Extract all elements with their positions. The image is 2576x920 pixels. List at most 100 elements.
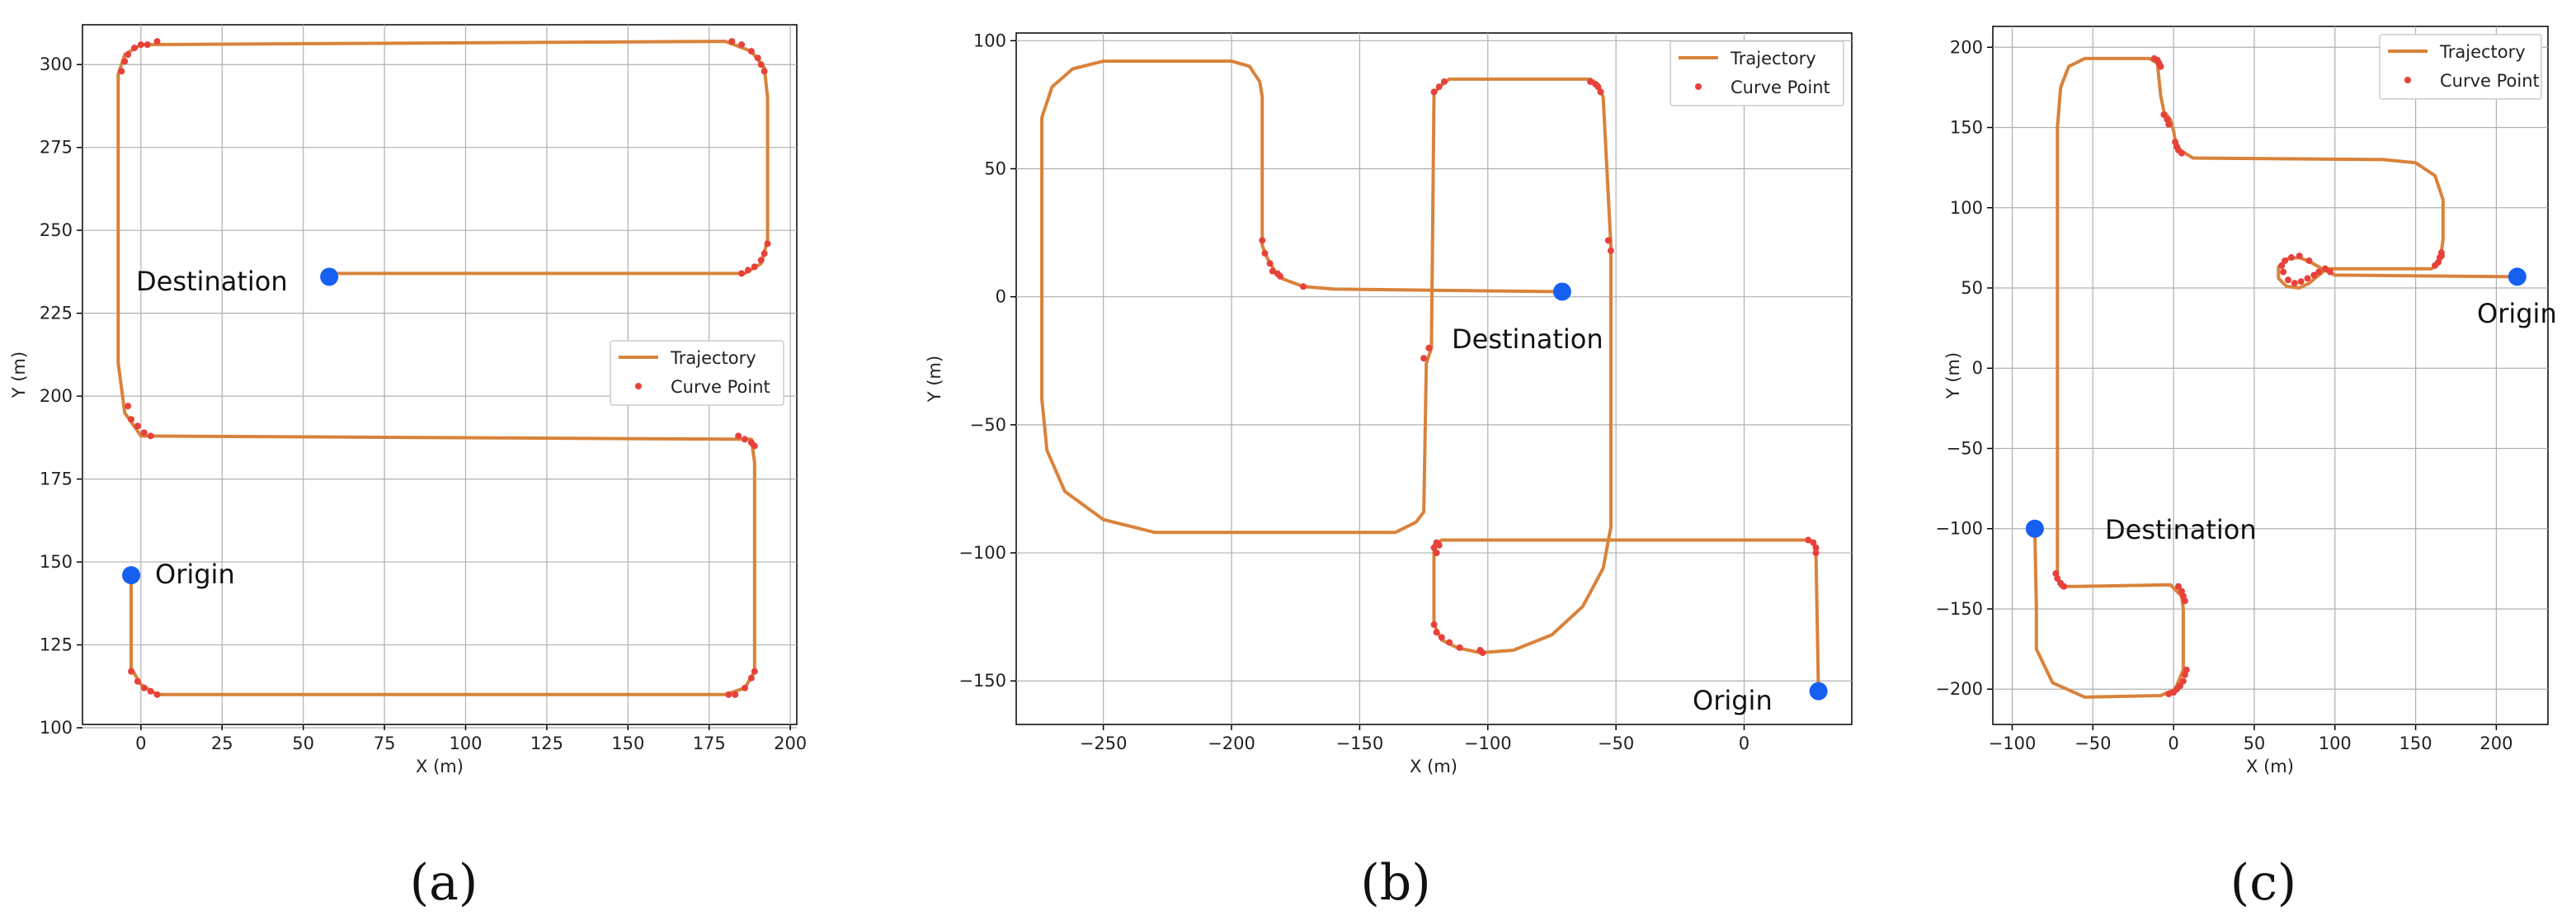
y-axis-label-a: Y (m)	[9, 351, 29, 399]
curve-point	[1812, 550, 1820, 557]
curve-point	[761, 68, 768, 75]
x-tick-label: 200	[2479, 734, 2512, 753]
data-b	[1040, 59, 1828, 701]
panel-a: 0 25 50 75 100 125 150 175 200 100 125 150 175 200 225…	[9, 24, 807, 912]
x-tick-label: 75	[374, 734, 396, 753]
y-tick-label: −100	[958, 543, 1006, 563]
y-tick-label: −50	[1947, 438, 1983, 458]
curve-point	[2150, 54, 2158, 62]
curve-point	[1479, 649, 1486, 657]
curve-point	[1261, 249, 1269, 257]
curve-point	[728, 38, 736, 45]
origin-marker	[1809, 682, 1828, 701]
plot-area-c	[1992, 26, 2549, 725]
curve-point	[1592, 81, 1599, 88]
ticks-c: −100 −50 0 50 100 150 200 −200 −150 −100 −50 0 50 100…	[1935, 37, 2512, 753]
ticks-a: 0 25 50 75 100 125 150 175 200 100 125 150 175 200 225…	[40, 54, 807, 753]
curve-point	[130, 45, 138, 52]
y-tick-label: 100	[1950, 198, 1983, 218]
legend-trajectory-label-a: Trajectory	[670, 348, 756, 368]
data-a	[116, 38, 771, 698]
legend-dot-swatch-a	[635, 383, 642, 389]
curve-point	[738, 41, 746, 49]
y-tick-label: 50	[984, 158, 1006, 178]
legend-curve-point-label-c: Curve Point	[2440, 71, 2540, 91]
curve-point	[754, 54, 761, 62]
origin-marker	[2508, 267, 2527, 286]
curve-point	[1805, 536, 1812, 544]
x-tick-label: −100	[1989, 734, 2037, 753]
curve-point	[2164, 116, 2171, 123]
caption-c: (c)	[2230, 854, 2296, 912]
curve-point	[738, 270, 746, 277]
origin-label-c: Origin	[2477, 298, 2557, 329]
y-tick-label: 200	[40, 386, 73, 406]
y-tick-label: 0	[996, 287, 1006, 307]
origin-marker	[122, 566, 141, 585]
trajectory-line	[116, 40, 770, 696]
y-tick-label: 275	[40, 138, 73, 158]
curve-point	[764, 240, 771, 248]
curve-point	[2305, 257, 2313, 264]
x-axis-label-c: X (m)	[2246, 757, 2294, 776]
curve-point	[747, 439, 755, 446]
y-tick-label: 250	[40, 220, 73, 240]
curve-point	[2181, 671, 2188, 678]
destination-label-c: Destination	[2105, 514, 2257, 545]
x-tick-label: 0	[1739, 734, 1750, 753]
curve-point	[1587, 78, 1594, 85]
curve-point	[147, 687, 154, 695]
y-tick-label: 200	[1950, 37, 1983, 57]
y-tick-label: −200	[1935, 679, 1983, 699]
x-axis-label-a: X (m)	[416, 757, 464, 776]
y-axis-label-b: Y (m)	[925, 356, 944, 403]
curve-point	[144, 41, 151, 49]
curve-point	[1435, 541, 1443, 549]
legend-a: Trajectory Curve Point	[610, 340, 784, 406]
origin-label-b: Origin	[1693, 685, 1773, 716]
curve-point	[1607, 247, 1614, 254]
y-tick-label: 100	[973, 31, 1006, 50]
curve-point	[751, 668, 758, 675]
legend-curve-point-label-b: Curve Point	[1731, 78, 1830, 97]
y-tick-label: 300	[40, 54, 73, 74]
curve-point	[747, 48, 755, 55]
curve-point	[2285, 276, 2292, 284]
y-tick-label: 0	[1972, 358, 1983, 378]
curve-point	[1266, 260, 1274, 267]
curve-point	[134, 677, 141, 685]
caption-b: (b)	[1360, 854, 1430, 912]
curve-point	[128, 668, 135, 675]
curve-point	[742, 436, 749, 443]
curve-point	[744, 267, 751, 274]
curve-point	[2174, 583, 2182, 590]
curve-point	[137, 41, 144, 49]
curve-point	[125, 403, 132, 410]
curve-point	[153, 38, 161, 45]
curve-point	[140, 429, 148, 436]
curve-point	[1446, 639, 1453, 646]
curve-point	[1597, 88, 1604, 96]
curve-point	[125, 51, 132, 59]
curve-point	[2165, 691, 2173, 698]
legend-curve-point-label-a: Curve Point	[671, 377, 770, 397]
curve-point	[1812, 544, 1820, 551]
curve-point	[747, 674, 755, 682]
curve-point	[121, 58, 129, 65]
curve-point	[1430, 544, 1438, 551]
y-tick-label: −50	[970, 415, 1006, 435]
curve-point	[153, 691, 161, 698]
curve-point	[761, 250, 768, 257]
curve-point	[128, 416, 135, 423]
curve-point	[140, 684, 148, 691]
legend-b: Trajectory Curve Point	[1669, 40, 1844, 106]
x-tick-label: −50	[1598, 734, 1634, 753]
x-tick-label: 150	[2399, 734, 2432, 753]
x-tick-label: −250	[1080, 734, 1128, 753]
y-tick-label: 125	[40, 635, 73, 655]
curve-point	[2278, 262, 2286, 269]
curve-point	[1420, 355, 1428, 362]
curve-point	[2322, 265, 2329, 272]
curve-point	[1438, 634, 1445, 641]
x-axis-label-b: X (m)	[1410, 757, 1458, 776]
